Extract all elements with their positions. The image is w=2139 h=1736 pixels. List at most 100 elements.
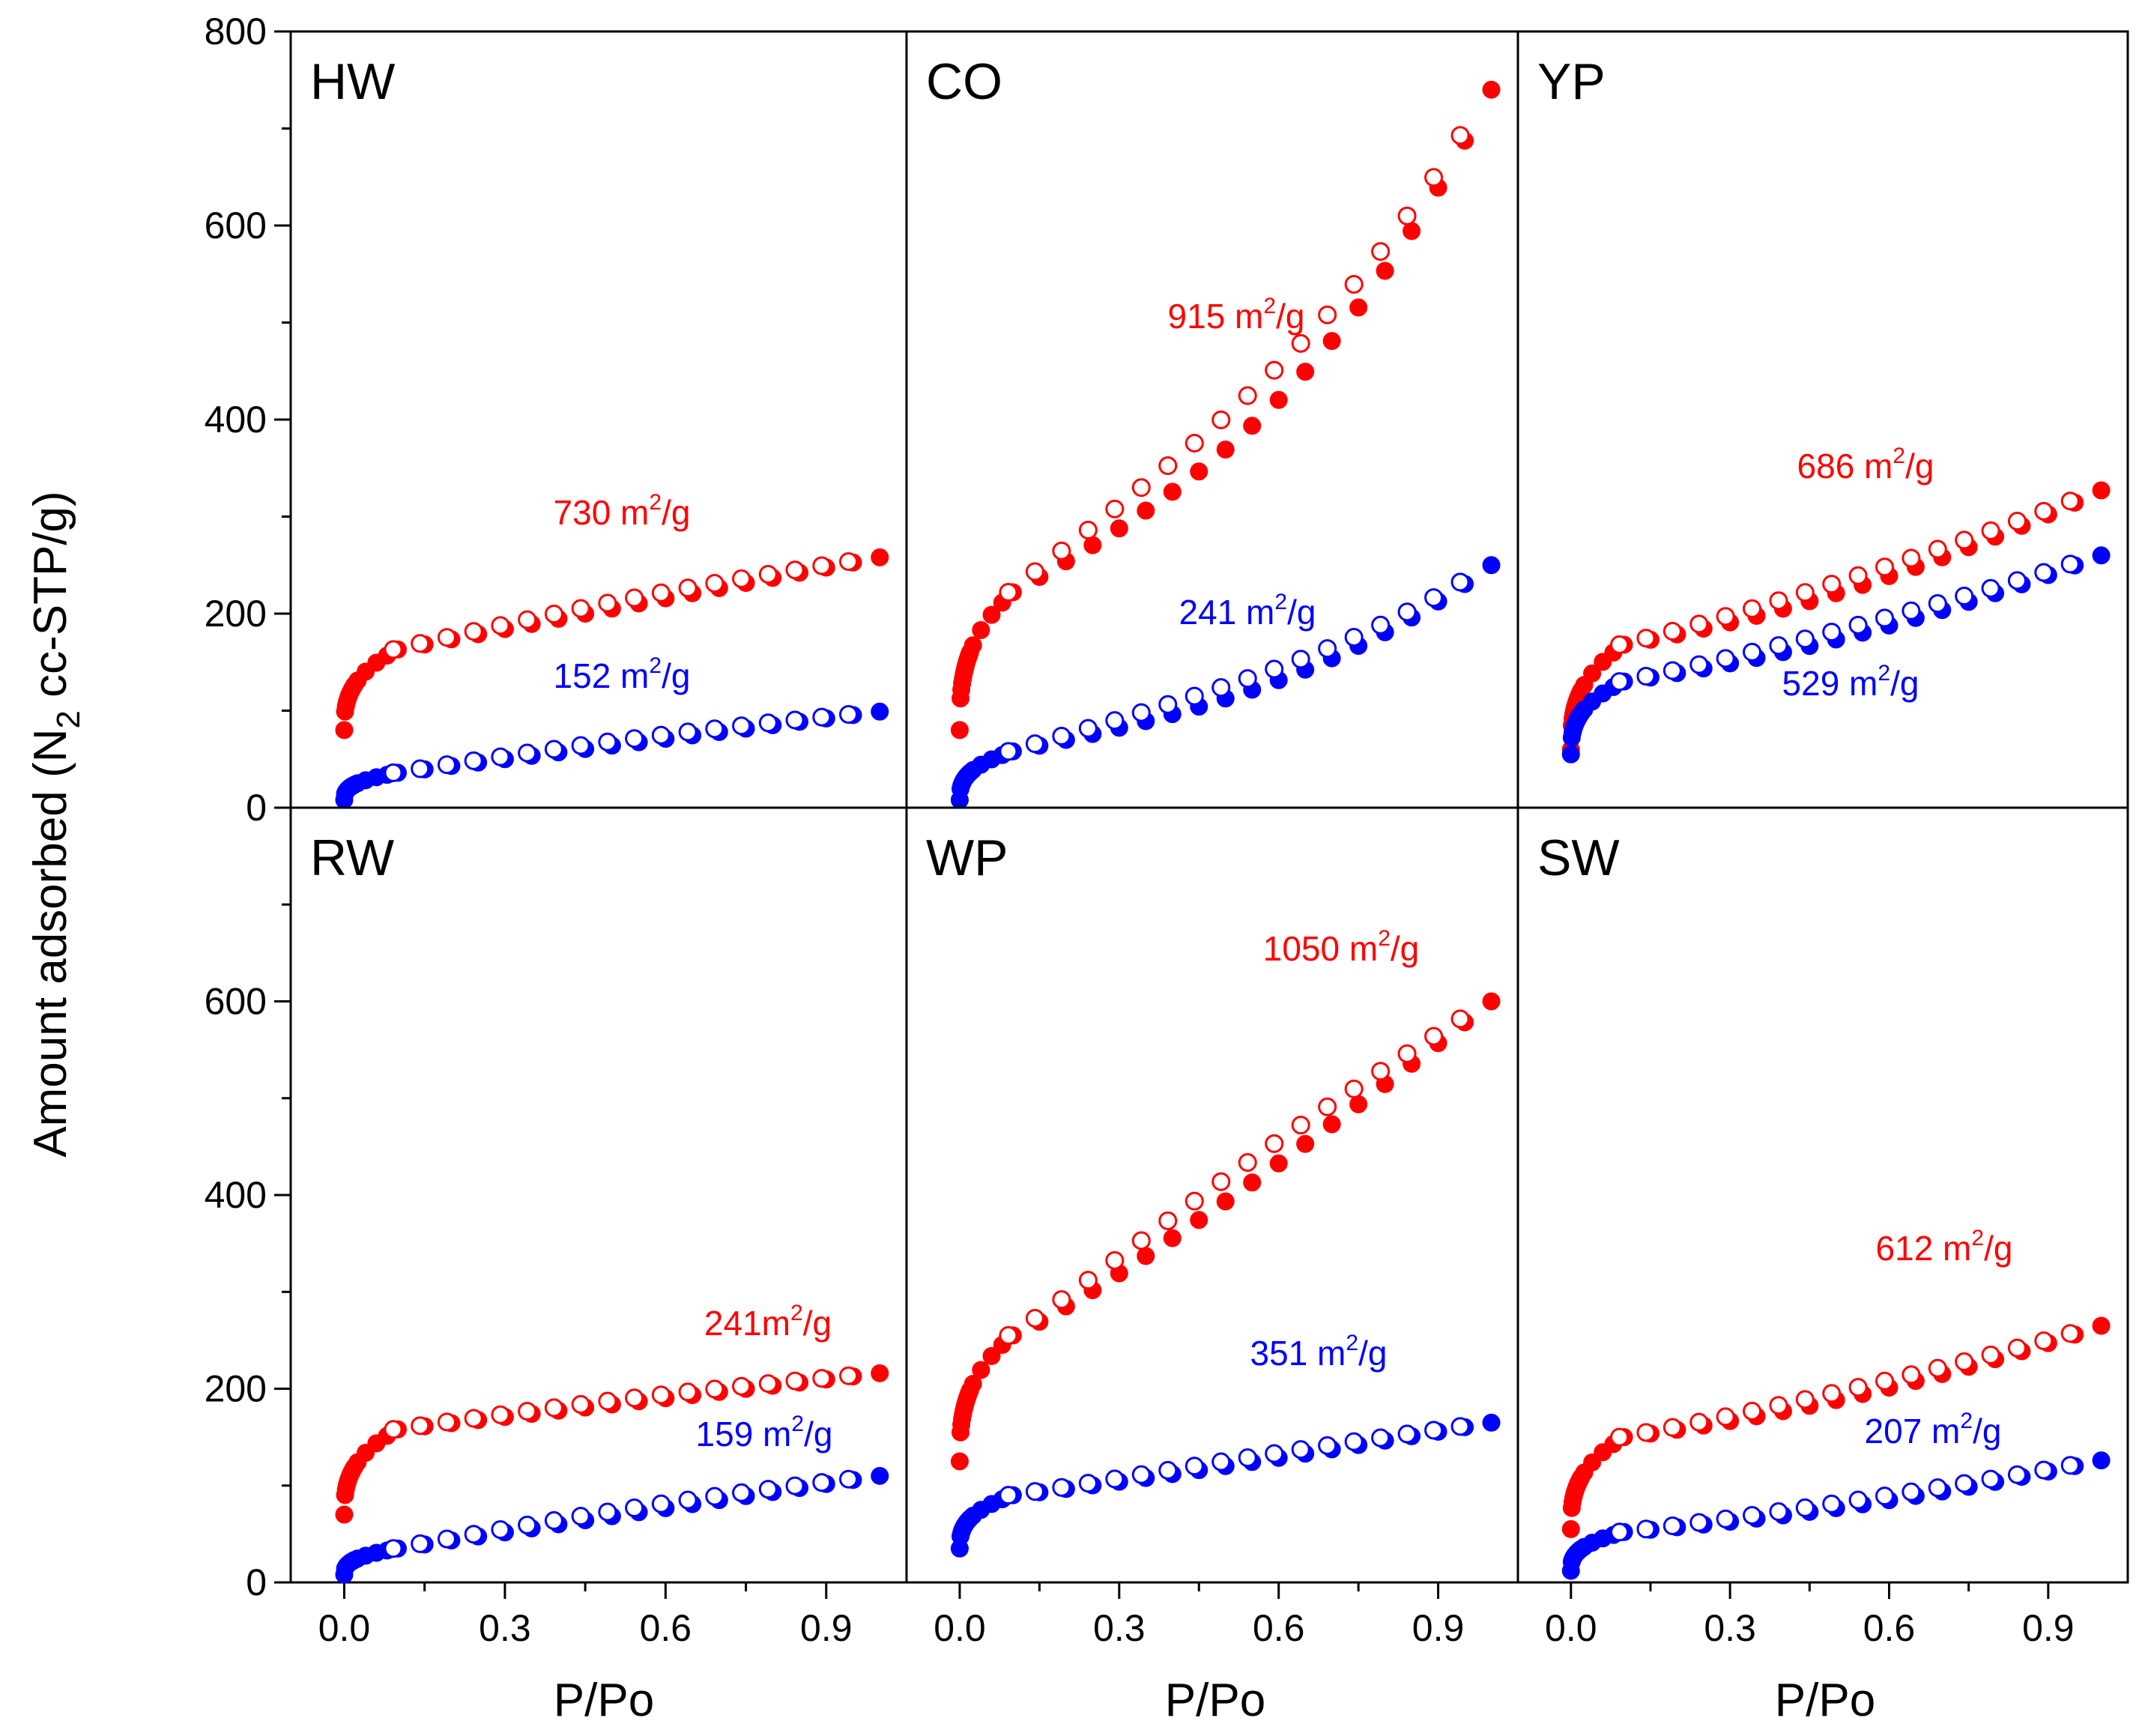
desorption-point	[1743, 1505, 1762, 1525]
y-tick-label: 800	[205, 10, 267, 52]
desorption-point	[1238, 669, 1257, 689]
desorption-point	[1344, 628, 1364, 647]
adsorption-point	[2092, 1316, 2111, 1335]
adsorption-point	[1482, 80, 1501, 99]
panel-frame	[905, 806, 1519, 1584]
desorption-point	[518, 610, 537, 629]
desorption-point	[1928, 594, 1947, 614]
desorption-point	[491, 1519, 510, 1539]
desorption-point	[1636, 1423, 1656, 1442]
y-tick-label: 0	[246, 787, 267, 829]
desorption-point	[1318, 639, 1337, 659]
desorption-point	[411, 1416, 430, 1436]
desorption-point	[1450, 126, 1470, 145]
desorption-point	[1344, 1079, 1364, 1098]
desorption-point	[1211, 410, 1231, 429]
desorption-point	[1795, 629, 1815, 649]
adsorption-point	[1190, 1211, 1208, 1230]
desorption-point	[1875, 1371, 1894, 1391]
desorption-point	[384, 1420, 403, 1439]
desorption-point	[1663, 1418, 1682, 1437]
desorption-point	[571, 1507, 590, 1526]
desorption-point	[678, 1382, 698, 1402]
desorption-point	[1689, 655, 1709, 674]
desorption-point	[1769, 591, 1788, 611]
adsorption-point	[335, 1505, 354, 1524]
desorption-point	[2007, 512, 2027, 531]
desorption-point	[491, 747, 510, 766]
desorption-point	[571, 599, 590, 618]
desorption-point	[1875, 557, 1894, 577]
adsorption-point	[950, 721, 969, 740]
desorption-point	[1822, 1384, 1842, 1403]
desorption-point	[1636, 667, 1656, 686]
desorption-point	[1743, 1401, 1762, 1421]
desorption-point	[812, 1473, 832, 1492]
x-tick-label: 0.3	[1093, 1607, 1146, 1649]
surface-area-annotation: 686 m2/g	[1797, 444, 1934, 486]
panels-group: 0 200 400 600 800 HW 730 m2/g 152 m2/g CO 915 m2/…	[205, 10, 2129, 1649]
adsorption-point	[982, 1346, 1001, 1365]
adsorption-point	[1482, 556, 1501, 575]
desorption-point	[1105, 499, 1125, 518]
desorption-point	[999, 742, 1018, 761]
adsorption-point	[1110, 519, 1128, 538]
desorption-point	[411, 634, 430, 653]
desorption-point	[732, 716, 751, 736]
desorption-point	[2060, 492, 2080, 511]
desorption-point	[1265, 1134, 1284, 1153]
adsorption-point	[1083, 536, 1102, 554]
desorption-point	[1636, 629, 1656, 648]
series-blue	[1561, 546, 2111, 763]
desorption-point	[1291, 1116, 1310, 1135]
desorption-point	[491, 616, 510, 635]
desorption-point	[464, 622, 483, 641]
desorption-point	[1928, 1358, 1947, 1378]
desorption-point	[1105, 1250, 1125, 1270]
desorption-point	[1716, 1407, 1735, 1427]
desorption-point	[705, 1487, 724, 1506]
desorption-point	[1025, 1308, 1044, 1328]
desorption-point	[1397, 1044, 1417, 1063]
desorption-point	[1371, 1428, 1391, 1448]
desorption-point	[464, 1525, 483, 1544]
adsorption-point	[1349, 1095, 1368, 1113]
desorption-point	[1158, 695, 1178, 714]
desorption-point	[651, 583, 671, 602]
desorption-point	[518, 743, 537, 763]
desorption-point	[2034, 563, 2054, 582]
surface-area-annotation: 241 m2/g	[1179, 590, 1316, 632]
panel-co: CO 915 m2/g 241 m2/g	[905, 30, 1519, 809]
desorption-point	[1424, 1421, 1444, 1440]
series-blue	[335, 1466, 889, 1584]
y-tick-label: 200	[205, 1368, 267, 1410]
desorption-point	[1450, 1417, 1470, 1436]
surface-area-annotation: 241m2/g	[704, 1301, 832, 1343]
panel-label: SW	[1537, 829, 1620, 886]
desorption-point	[1211, 678, 1231, 698]
desorption-point	[464, 751, 483, 770]
adsorption-point	[1561, 1519, 1580, 1538]
desorption-point	[625, 729, 644, 748]
adsorption-point	[982, 605, 1001, 624]
panel-sw: 0.0 0.3 0.6 0.9 SW 612 m2/g 207 m2/g	[1516, 806, 2129, 1649]
desorption-point	[1981, 1469, 2000, 1489]
desorption-point	[999, 1486, 1018, 1505]
adsorption-point	[1137, 501, 1155, 520]
series-red	[335, 1364, 889, 1524]
desorption-point	[1238, 1448, 1257, 1467]
desorption-point	[1131, 703, 1151, 722]
desorption-point	[1663, 661, 1682, 680]
desorption-point	[1052, 1478, 1071, 1497]
desorption-point	[2034, 501, 2054, 521]
desorption-point	[598, 593, 617, 613]
desorption-point	[571, 1394, 590, 1414]
panel-rw: 0.0 0.3 0.6 0.9 0 200 400 600 RW 241m2/g 159 m2/g	[205, 806, 908, 1649]
desorption-point	[785, 1371, 805, 1391]
panel-label: CO	[926, 53, 1002, 110]
desorption-point	[411, 1534, 430, 1553]
desorption-point	[1318, 1097, 1337, 1116]
desorption-point	[651, 725, 671, 745]
desorption-point	[732, 1376, 751, 1396]
